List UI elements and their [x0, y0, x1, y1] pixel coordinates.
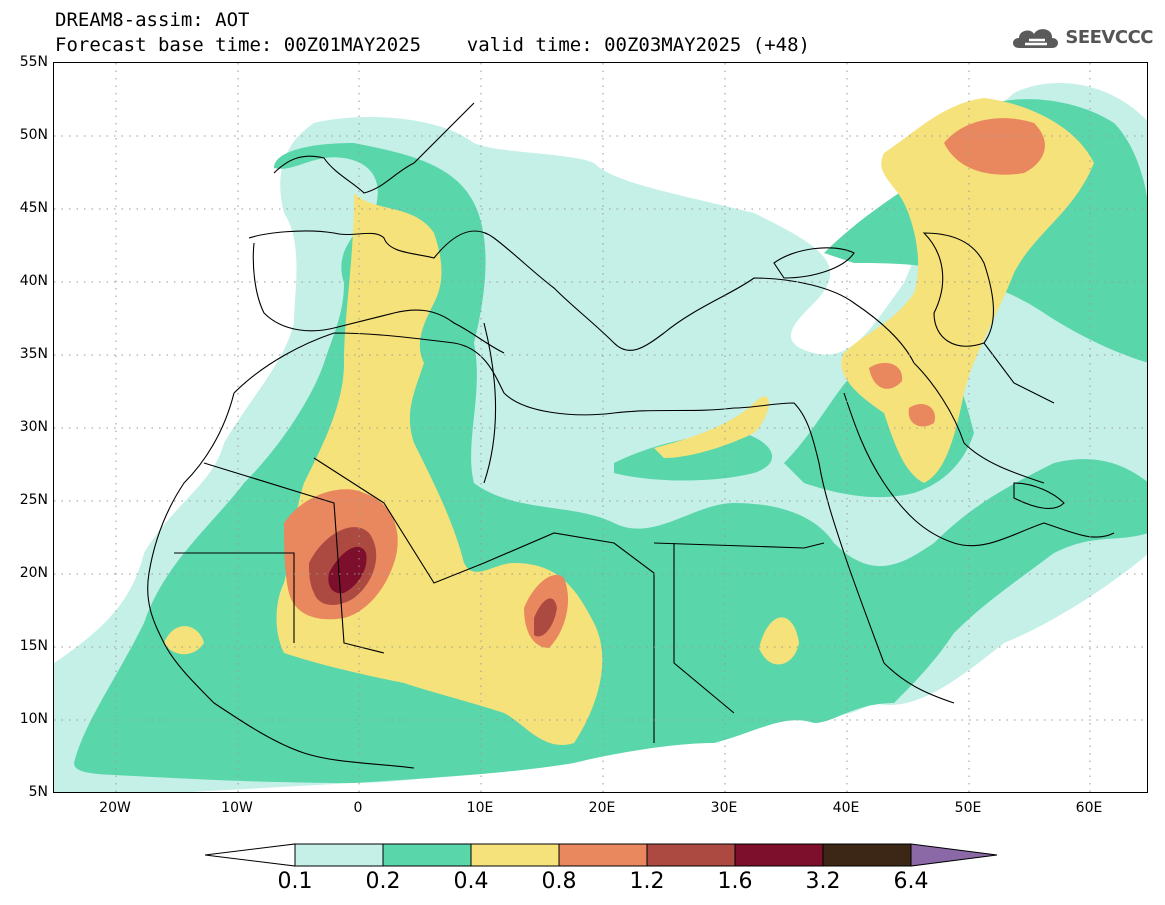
colorbar-segment [558, 843, 648, 867]
seevccc-logo: SEEVCCC [1009, 22, 1153, 52]
colorbar-segment [646, 843, 736, 867]
aot-band-1.2 [534, 598, 557, 637]
aot-band-0.8 [869, 362, 903, 389]
lat-label-10n: 10N [19, 711, 48, 727]
lat-label-5n: 5N [28, 784, 48, 800]
forecast-times: Forecast base time: 00Z01MAY2025 valid t… [55, 34, 810, 56]
aot-band-0.2 [614, 433, 773, 481]
aot-band-1.6 [328, 546, 367, 594]
colorbar-label-0.8: 0.8 [541, 869, 577, 894]
lat-label-30n: 30N [19, 419, 48, 435]
lon-label-50e: 50E [954, 800, 982, 816]
lon-label-20w: 20W [99, 800, 131, 816]
aot-map [53, 62, 1148, 793]
lon-label-10w: 10W [221, 800, 253, 816]
aot-band-0.4 [654, 396, 769, 458]
lon-label-20e: 20E [588, 800, 616, 816]
lon-label-0: 0 [353, 800, 363, 816]
colorbar-label-6.4: 6.4 [893, 869, 929, 894]
colorbar-segment [734, 843, 824, 867]
colorbar-segment [822, 843, 912, 867]
colorbar-label-0.4: 0.4 [453, 869, 489, 894]
aot-band-0.4 [841, 98, 1094, 483]
coastlines [147, 102, 1115, 769]
colorbar-segment [294, 843, 384, 867]
lat-label-35n: 35N [19, 346, 48, 362]
lon-label-60e: 60E [1075, 800, 1103, 816]
map-canvas [54, 63, 1147, 792]
lat-label-55n: 55N [19, 54, 48, 70]
colorbar-label-0.2: 0.2 [365, 869, 401, 894]
lat-label-25n: 25N [19, 492, 48, 508]
colorbar-label-3.2: 3.2 [805, 869, 841, 894]
lon-label-10e: 10E [466, 800, 494, 816]
graticule [54, 63, 1147, 792]
colorbar-label-1.6: 1.6 [717, 869, 753, 894]
lat-label-50n: 50N [19, 127, 48, 143]
lat-label-45n: 45N [19, 200, 48, 216]
map-title: DREAM8-assim: AOT [55, 9, 250, 31]
colorbar-label-1.2: 1.2 [629, 869, 665, 894]
lat-label-40n: 40N [19, 273, 48, 289]
colorbar-segment [382, 843, 472, 867]
lat-label-15n: 15N [19, 638, 48, 654]
colorbar [205, 843, 998, 867]
lon-label-30e: 30E [710, 800, 738, 816]
lat-label-20n: 20N [19, 565, 48, 581]
colorbar-segment-above [910, 843, 998, 867]
aot-shading [54, 83, 1147, 792]
colorbar-segment-below [205, 843, 296, 867]
cloud-icon [1013, 29, 1059, 48]
colorbar-label-0.1: 0.1 [277, 869, 313, 894]
aot-band-0.8 [908, 403, 935, 427]
colorbar-segment [470, 843, 560, 867]
lon-label-40e: 40E [832, 800, 860, 816]
aot-band-0.4 [759, 617, 799, 665]
logo-text: SEEVCCC [1065, 26, 1153, 48]
